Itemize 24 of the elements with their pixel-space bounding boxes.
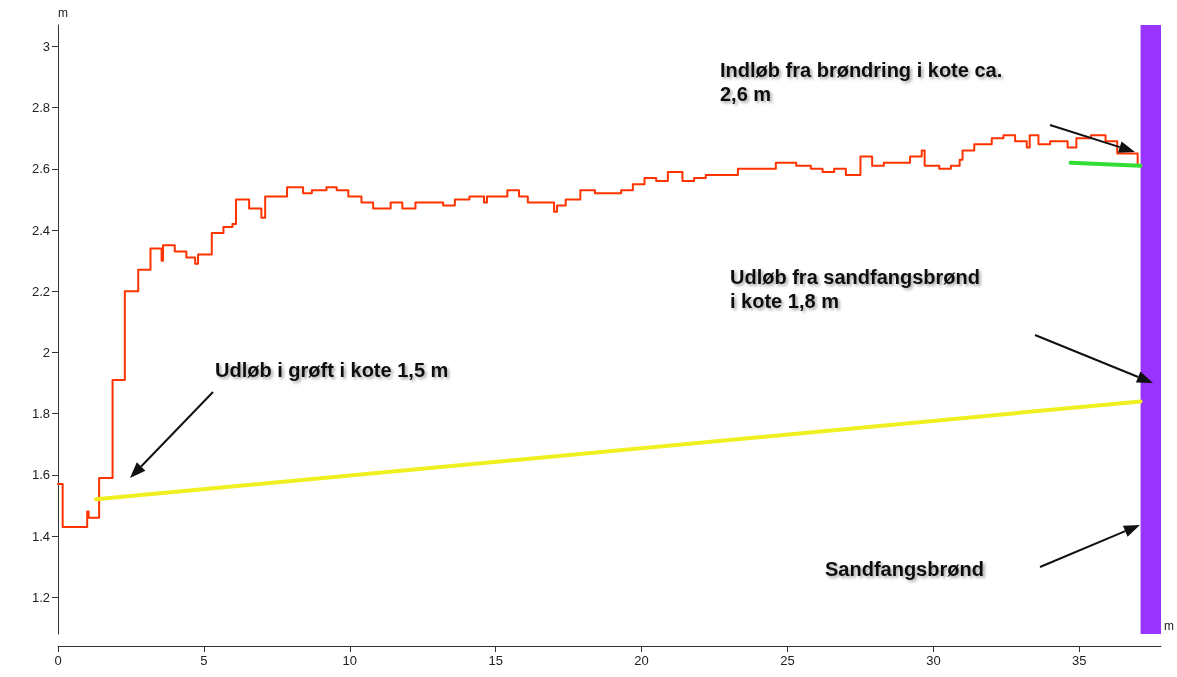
y-tick-label: 2.2 [31,283,50,299]
y-tick-label: 2 [42,344,50,360]
x-tick-label: 0 [54,653,62,668]
x-tick-label: 10 [342,653,358,668]
annotation: Sandfangsbrønd [825,558,984,580]
x-tick-label: 30 [926,653,941,668]
x-tick-label: 15 [488,653,503,668]
y-tick-label: 2.6 [31,161,50,177]
x-tick-label: 25 [780,653,795,668]
x-tick-label: 5 [200,653,208,668]
x-axis-title: m [1164,619,1174,633]
annotation: Indløb fra brøndring i kote ca. 2,6 m [720,59,1003,105]
annotation: Udløb fra sandfangsbrønd i kote 1,8 m [730,266,980,312]
y-tick-label: 1.4 [31,528,50,544]
y-tick-label: 1.2 [31,589,50,605]
y-tick-label: 2.8 [31,100,50,116]
x-tick-label: 35 [1072,653,1087,668]
y-tick-label: 1.6 [31,467,50,483]
y-tick-label: 2.4 [31,222,50,238]
y-axis-title: m [58,6,68,20]
y-tick-label: 1.8 [31,406,50,422]
y-tick-label: 3 [42,38,50,54]
annotation: Udløb i grøft i kote 1,5 m [215,359,449,381]
x-tick-label: 20 [634,653,649,668]
